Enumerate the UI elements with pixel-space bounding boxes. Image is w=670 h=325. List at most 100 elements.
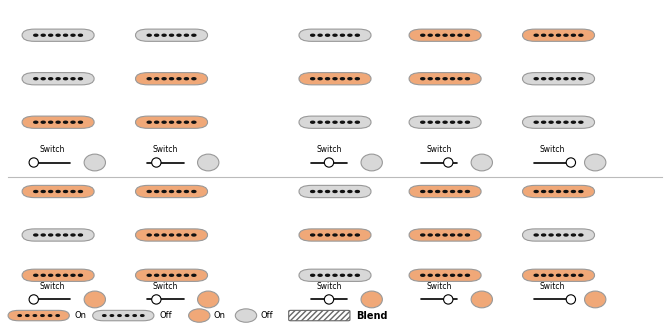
Circle shape bbox=[318, 190, 322, 192]
Circle shape bbox=[549, 274, 553, 276]
Ellipse shape bbox=[189, 309, 210, 322]
Text: Off: Off bbox=[159, 311, 172, 320]
Circle shape bbox=[192, 234, 196, 236]
Circle shape bbox=[340, 234, 344, 236]
Circle shape bbox=[192, 34, 196, 36]
Circle shape bbox=[466, 274, 470, 276]
Circle shape bbox=[541, 190, 545, 192]
Circle shape bbox=[18, 315, 21, 316]
Circle shape bbox=[133, 315, 137, 316]
Circle shape bbox=[49, 234, 53, 236]
FancyBboxPatch shape bbox=[135, 29, 208, 41]
Circle shape bbox=[41, 315, 44, 316]
FancyBboxPatch shape bbox=[409, 185, 481, 198]
Circle shape bbox=[579, 234, 583, 236]
Circle shape bbox=[458, 234, 462, 236]
Ellipse shape bbox=[324, 158, 334, 167]
FancyBboxPatch shape bbox=[299, 72, 371, 85]
Circle shape bbox=[355, 121, 359, 123]
Circle shape bbox=[147, 234, 151, 236]
Circle shape bbox=[340, 34, 344, 36]
Circle shape bbox=[64, 34, 68, 36]
Circle shape bbox=[78, 78, 82, 80]
Circle shape bbox=[177, 274, 181, 276]
Circle shape bbox=[348, 234, 352, 236]
Ellipse shape bbox=[29, 158, 38, 167]
Circle shape bbox=[458, 34, 462, 36]
Circle shape bbox=[78, 190, 82, 192]
Ellipse shape bbox=[584, 154, 606, 171]
Circle shape bbox=[42, 190, 45, 192]
Circle shape bbox=[192, 190, 196, 192]
FancyBboxPatch shape bbox=[135, 269, 208, 281]
FancyBboxPatch shape bbox=[289, 310, 350, 321]
Text: Switch: Switch bbox=[40, 146, 65, 154]
Circle shape bbox=[192, 78, 196, 80]
Circle shape bbox=[155, 34, 159, 36]
Ellipse shape bbox=[151, 158, 161, 167]
Circle shape bbox=[34, 274, 38, 276]
FancyBboxPatch shape bbox=[135, 185, 208, 198]
Circle shape bbox=[56, 315, 60, 316]
Circle shape bbox=[25, 315, 29, 316]
Ellipse shape bbox=[235, 309, 257, 322]
Circle shape bbox=[436, 190, 440, 192]
Circle shape bbox=[443, 121, 447, 123]
Circle shape bbox=[184, 78, 188, 80]
Circle shape bbox=[466, 234, 470, 236]
Circle shape bbox=[466, 121, 470, 123]
FancyBboxPatch shape bbox=[523, 116, 594, 128]
Circle shape bbox=[541, 121, 545, 123]
FancyBboxPatch shape bbox=[409, 72, 481, 85]
Circle shape bbox=[564, 234, 568, 236]
Ellipse shape bbox=[471, 154, 492, 171]
Circle shape bbox=[56, 274, 60, 276]
Circle shape bbox=[557, 190, 561, 192]
Circle shape bbox=[162, 234, 166, 236]
Circle shape bbox=[42, 34, 45, 36]
Circle shape bbox=[71, 190, 75, 192]
Circle shape bbox=[56, 78, 60, 80]
Circle shape bbox=[340, 190, 344, 192]
Circle shape bbox=[572, 34, 576, 36]
Circle shape bbox=[450, 121, 454, 123]
Circle shape bbox=[326, 121, 330, 123]
Circle shape bbox=[436, 274, 440, 276]
FancyBboxPatch shape bbox=[22, 72, 94, 85]
Circle shape bbox=[572, 234, 576, 236]
Circle shape bbox=[333, 78, 337, 80]
Circle shape bbox=[466, 34, 470, 36]
Circle shape bbox=[421, 234, 425, 236]
Circle shape bbox=[78, 274, 82, 276]
Circle shape bbox=[557, 78, 561, 80]
FancyBboxPatch shape bbox=[22, 229, 94, 241]
Circle shape bbox=[541, 34, 545, 36]
Circle shape bbox=[64, 190, 68, 192]
FancyBboxPatch shape bbox=[523, 29, 594, 41]
FancyBboxPatch shape bbox=[299, 229, 371, 241]
Circle shape bbox=[443, 234, 447, 236]
Circle shape bbox=[64, 78, 68, 80]
Circle shape bbox=[34, 34, 38, 36]
Circle shape bbox=[56, 234, 60, 236]
Circle shape bbox=[71, 34, 75, 36]
Circle shape bbox=[549, 78, 553, 80]
Circle shape bbox=[348, 34, 352, 36]
Circle shape bbox=[125, 315, 129, 316]
Circle shape bbox=[162, 190, 166, 192]
FancyBboxPatch shape bbox=[299, 116, 371, 128]
Ellipse shape bbox=[361, 291, 383, 308]
Circle shape bbox=[56, 121, 60, 123]
Ellipse shape bbox=[444, 295, 453, 304]
Circle shape bbox=[78, 34, 82, 36]
Circle shape bbox=[421, 78, 425, 80]
Circle shape bbox=[71, 121, 75, 123]
Circle shape bbox=[340, 121, 344, 123]
Ellipse shape bbox=[444, 158, 453, 167]
Circle shape bbox=[192, 121, 196, 123]
Ellipse shape bbox=[84, 154, 105, 171]
Circle shape bbox=[311, 274, 315, 276]
Circle shape bbox=[557, 234, 561, 236]
Ellipse shape bbox=[151, 295, 161, 304]
Text: Switch: Switch bbox=[40, 282, 65, 292]
